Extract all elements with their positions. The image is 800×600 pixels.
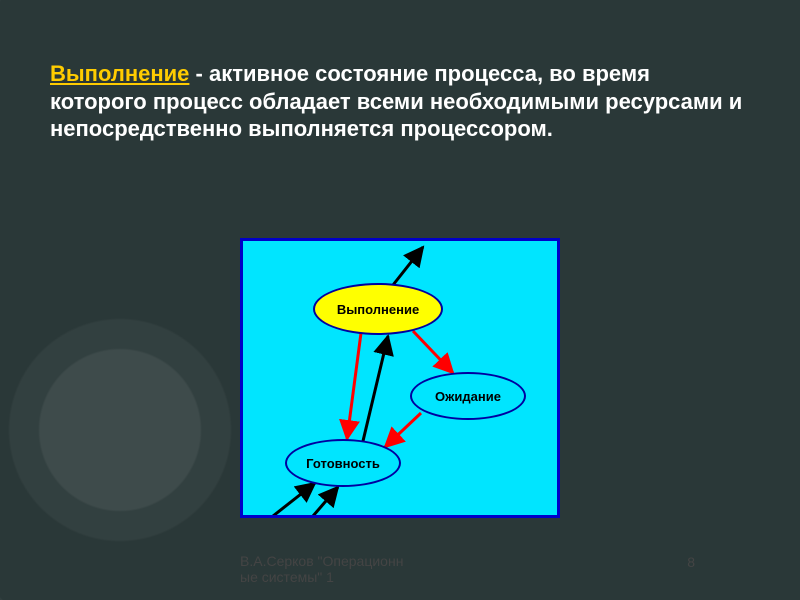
node-ready-label: Готовность <box>306 456 380 471</box>
edge-exec-out <box>393 247 423 285</box>
slide: Выполнение - активное состояние процесса… <box>0 0 800 600</box>
heading-term: Выполнение <box>50 61 189 86</box>
edge-wait-ready <box>385 413 421 447</box>
node-wait-label: Ожидание <box>435 389 501 404</box>
diagram-svg <box>243 241 557 515</box>
footer-line2: ые системы" 1 <box>240 569 334 585</box>
edge-exec-ready <box>347 333 361 439</box>
node-wait: Ожидание <box>410 372 526 420</box>
edge-ready-exec <box>363 336 388 441</box>
edge-in-ready-1 <box>273 483 315 515</box>
node-exec: Выполнение <box>313 283 443 335</box>
footer-line1: В.А.Серков "Операционн <box>240 553 403 569</box>
slide-heading: Выполнение - активное состояние процесса… <box>50 60 750 143</box>
slide-footer: В.А.Серков "Операционн ые системы" 1 <box>240 553 403 585</box>
edge-in-ready-2 <box>313 487 338 515</box>
node-ready: Готовность <box>285 439 401 487</box>
edge-exec-wait <box>413 331 453 373</box>
page-number: 8 <box>687 554 695 570</box>
node-exec-label: Выполнение <box>337 302 419 317</box>
state-diagram: Выполнение Ожидание Готовность <box>240 238 560 518</box>
